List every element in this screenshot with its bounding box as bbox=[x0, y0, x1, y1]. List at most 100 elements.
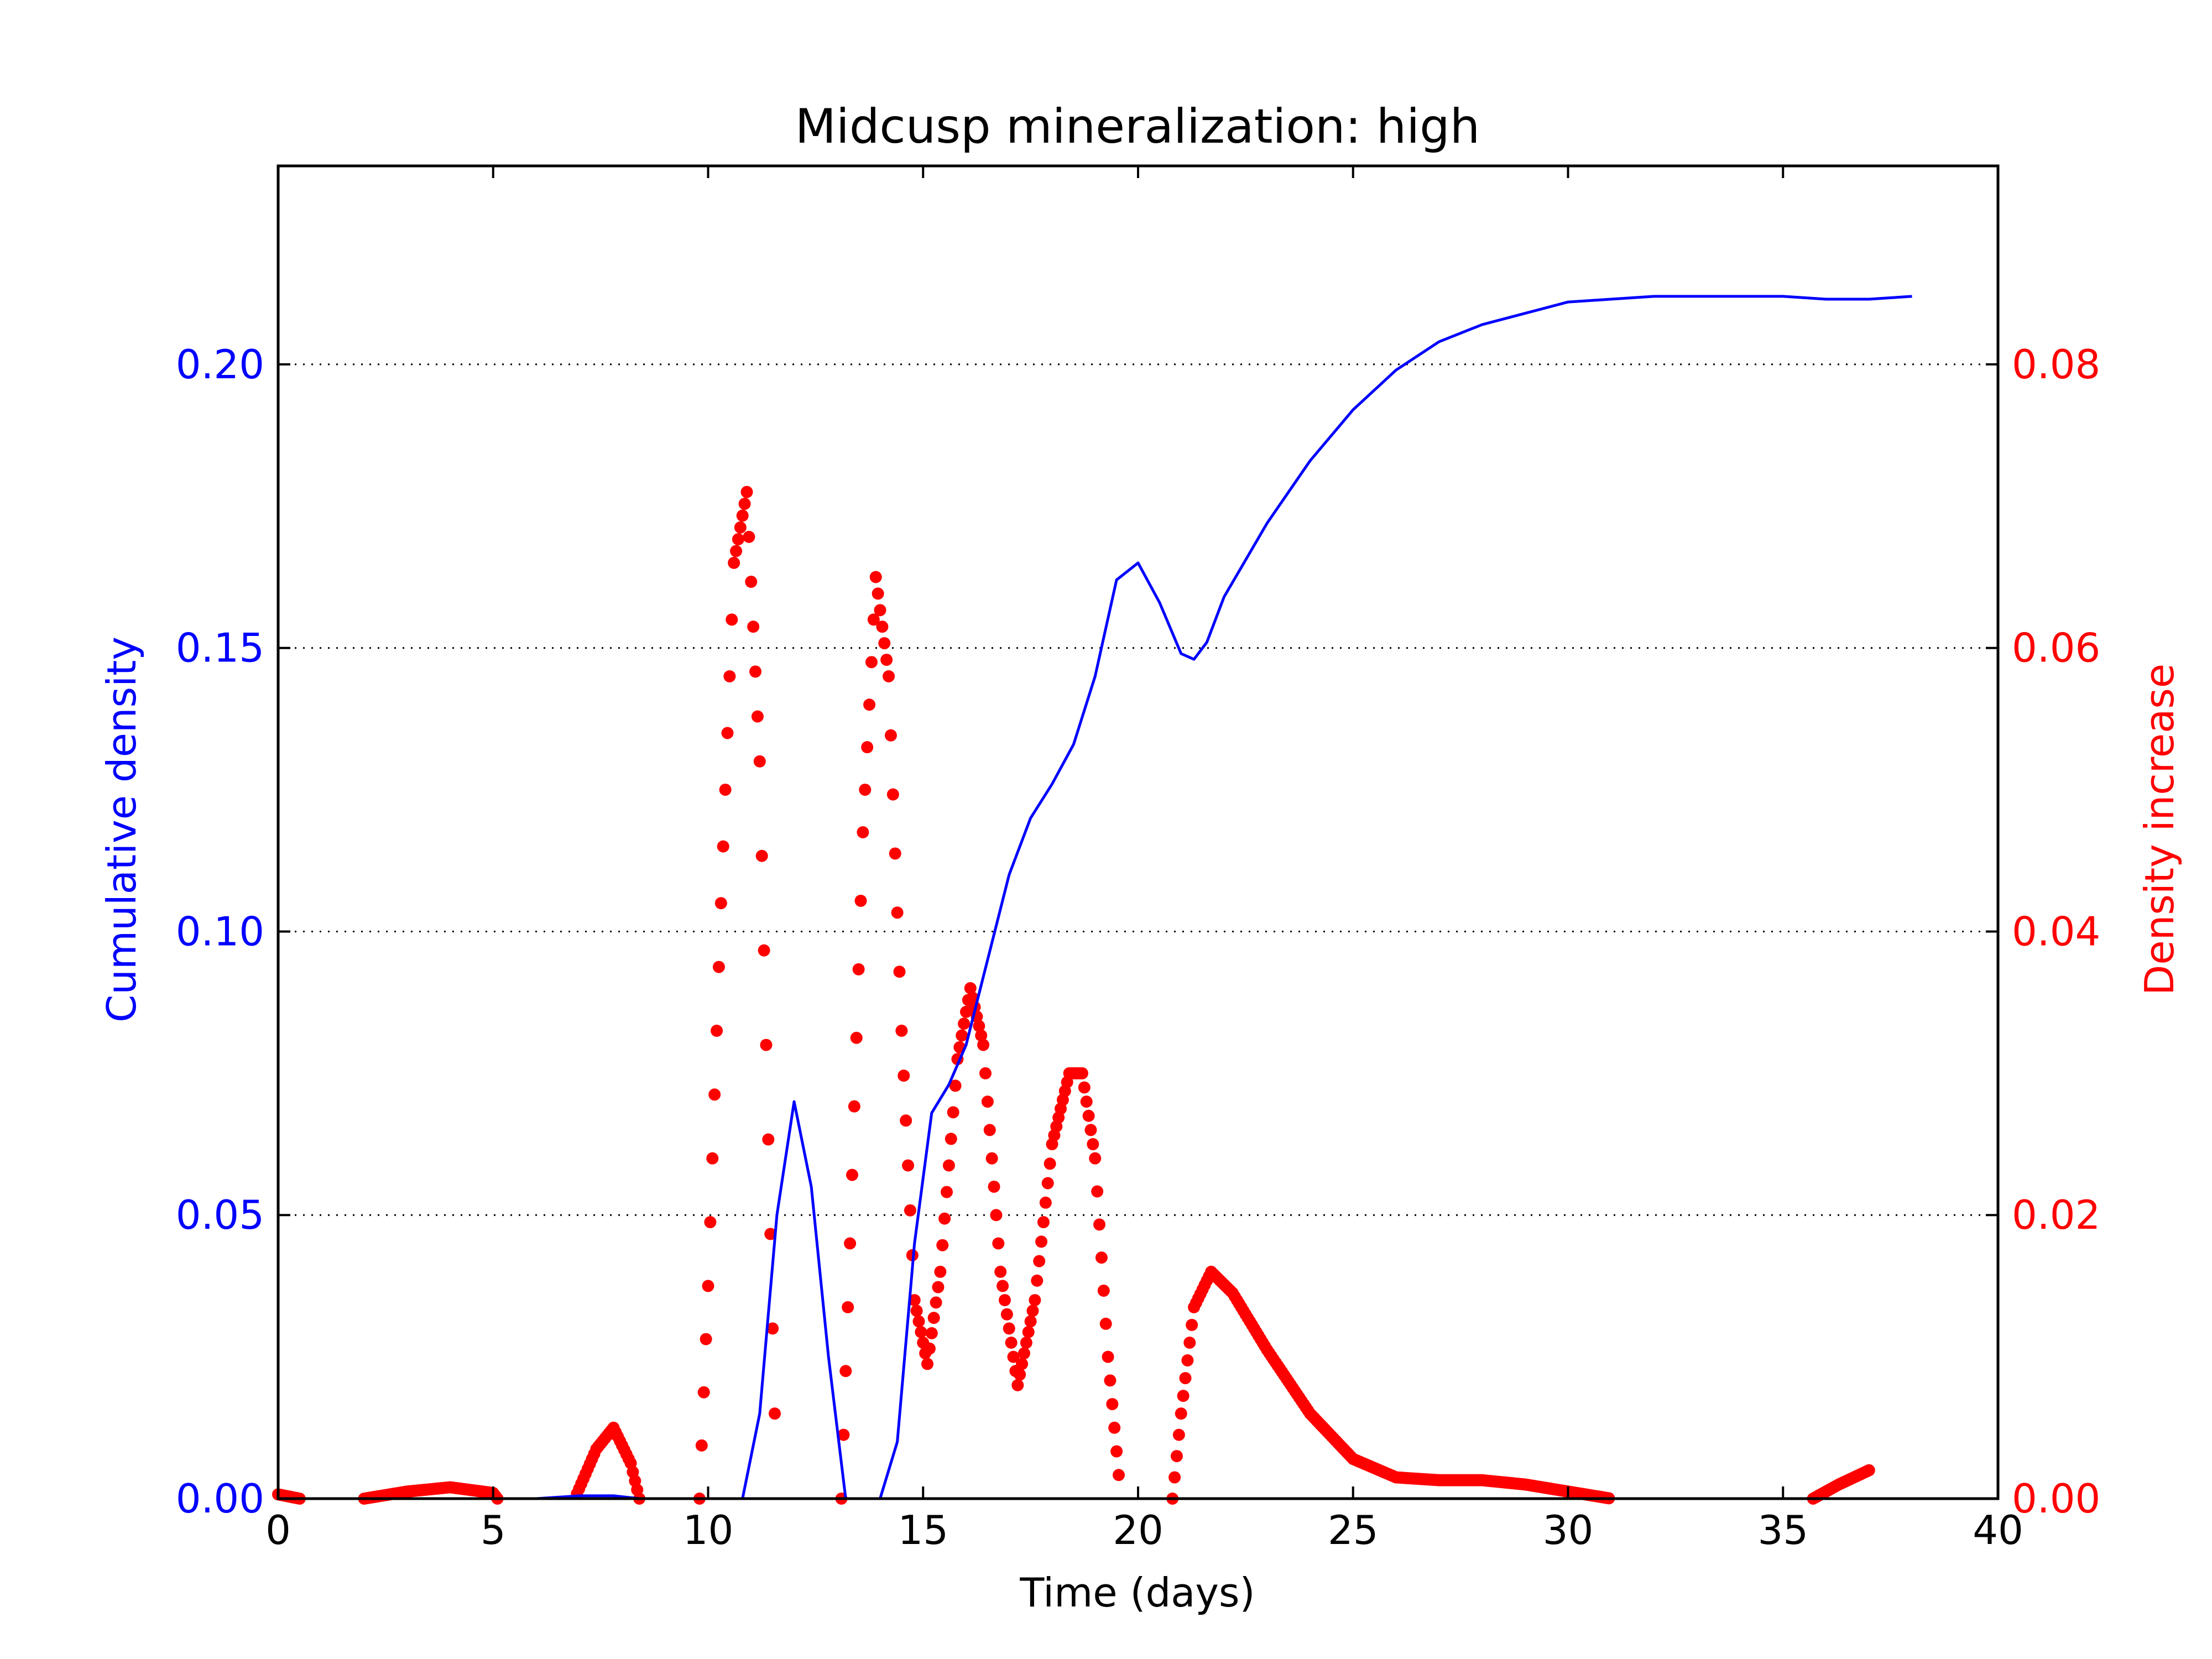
density-increase-point bbox=[702, 1280, 714, 1292]
density-increase-point bbox=[1014, 1368, 1026, 1381]
density-increase-point bbox=[1104, 1374, 1117, 1387]
left-tick-label: 0.15 bbox=[176, 625, 264, 671]
x-tick-label: 35 bbox=[1757, 1507, 1808, 1553]
density-increase-series bbox=[272, 486, 1875, 1505]
density-increase-point bbox=[985, 1152, 998, 1165]
density-increase-point bbox=[854, 894, 867, 907]
right-tick-label: 0.02 bbox=[2012, 1192, 2100, 1238]
density-increase-point bbox=[736, 509, 749, 522]
density-increase-point bbox=[904, 1204, 916, 1217]
density-increase-point bbox=[880, 654, 893, 666]
density-increase-point bbox=[839, 1365, 852, 1378]
density-increase-point bbox=[992, 1237, 1005, 1250]
density-increase-point bbox=[934, 1265, 947, 1278]
density-increase-point bbox=[945, 1133, 957, 1145]
density-increase-point bbox=[719, 784, 732, 796]
density-increase-point bbox=[1110, 1445, 1123, 1458]
density-increase-point bbox=[859, 784, 872, 796]
density-increase-point bbox=[721, 727, 734, 739]
density-increase-point bbox=[1005, 1336, 1018, 1349]
density-increase-point bbox=[1087, 1138, 1099, 1151]
density-increase-point bbox=[861, 741, 874, 754]
density-increase-point bbox=[766, 1322, 779, 1335]
density-increase-point bbox=[837, 1428, 850, 1441]
density-increase-point bbox=[1020, 1336, 1032, 1349]
density-increase-point bbox=[923, 1342, 936, 1355]
density-increase-point bbox=[1080, 1095, 1093, 1108]
density-increase-point bbox=[1035, 1235, 1048, 1248]
density-increase-point bbox=[1011, 1379, 1024, 1391]
x-tick-label: 25 bbox=[1328, 1507, 1379, 1553]
density-increase-point bbox=[749, 665, 762, 678]
density-increase-point bbox=[1186, 1318, 1198, 1331]
density-increase-point bbox=[998, 1294, 1011, 1307]
density-increase-point bbox=[1093, 1218, 1106, 1231]
density-increase-point bbox=[947, 1106, 959, 1119]
density-increase-point bbox=[704, 1216, 717, 1229]
density-increase-point bbox=[1082, 1109, 1095, 1122]
density-increase-point bbox=[745, 576, 758, 588]
density-increase-point bbox=[1037, 1216, 1050, 1229]
density-increase-point bbox=[884, 729, 897, 742]
density-increase-point bbox=[865, 656, 878, 669]
chart-title: Midcusp mineralization: high bbox=[795, 99, 1480, 154]
density-increase-point bbox=[900, 1114, 912, 1127]
density-increase-point bbox=[1863, 1464, 1875, 1477]
density-increase-point bbox=[893, 966, 906, 978]
density-increase-point bbox=[883, 670, 895, 682]
density-increase-point bbox=[994, 1265, 1007, 1278]
right-axis-label: Density increase bbox=[2136, 664, 2183, 995]
density-increase-point bbox=[1024, 1315, 1037, 1328]
density-increase-point bbox=[863, 698, 876, 711]
density-increase-point bbox=[1018, 1347, 1030, 1360]
density-increase-point bbox=[700, 1333, 712, 1345]
density-increase-point bbox=[1000, 1308, 1013, 1321]
density-increase-point bbox=[895, 1024, 908, 1037]
density-increase-point bbox=[1044, 1157, 1056, 1170]
density-increase-point bbox=[1097, 1284, 1110, 1297]
density-increase-point bbox=[869, 571, 882, 583]
density-increase-point bbox=[764, 1228, 777, 1240]
density-increase-point bbox=[1076, 1067, 1088, 1079]
density-increase-point bbox=[846, 1168, 858, 1181]
density-increase-point bbox=[850, 1031, 863, 1044]
x-tick-label: 5 bbox=[481, 1507, 506, 1553]
right-tick-label: 0.08 bbox=[2012, 341, 2100, 388]
density-increase-point bbox=[760, 1039, 773, 1051]
density-increase-point bbox=[930, 1296, 942, 1309]
density-increase-point bbox=[979, 1067, 992, 1079]
density-increase-point bbox=[878, 637, 891, 650]
density-increase-point bbox=[1039, 1196, 1052, 1209]
density-increase-point bbox=[983, 1124, 996, 1136]
density-increase-point bbox=[1029, 1294, 1041, 1307]
density-increase-point bbox=[1003, 1322, 1015, 1335]
density-increase-point bbox=[910, 1305, 923, 1317]
density-increase-point bbox=[730, 545, 743, 557]
x-tick-label: 30 bbox=[1543, 1507, 1594, 1553]
density-increase-point bbox=[938, 1212, 951, 1225]
right-tick-label: 0.04 bbox=[2012, 908, 2100, 954]
density-increase-point bbox=[1022, 1326, 1035, 1338]
density-increase-point bbox=[726, 613, 738, 626]
x-axis-ticks: 0 5 10 15 20 25 30 35 40 bbox=[265, 166, 2023, 1553]
density-increase-point bbox=[1181, 1354, 1194, 1367]
density-increase-point bbox=[1170, 1450, 1183, 1463]
density-increase-point bbox=[1091, 1185, 1104, 1198]
density-increase-point bbox=[706, 1152, 719, 1165]
density-increase-point bbox=[1183, 1336, 1196, 1349]
density-increase-point bbox=[1102, 1350, 1114, 1363]
x-tick-label: 0 bbox=[265, 1507, 291, 1553]
density-increase-point bbox=[1106, 1398, 1119, 1411]
density-increase-point bbox=[997, 1280, 1009, 1292]
density-increase-point bbox=[697, 1386, 710, 1399]
density-increase-point bbox=[1172, 1428, 1185, 1441]
density-increase-point bbox=[738, 498, 751, 510]
density-increase-point bbox=[758, 944, 770, 957]
density-increase-point bbox=[867, 613, 880, 626]
density-increase-point bbox=[717, 840, 729, 853]
density-increase-point bbox=[927, 1312, 940, 1324]
density-increase-point bbox=[936, 1239, 949, 1251]
density-increase-point bbox=[1175, 1407, 1187, 1420]
density-increase-point bbox=[747, 620, 760, 633]
